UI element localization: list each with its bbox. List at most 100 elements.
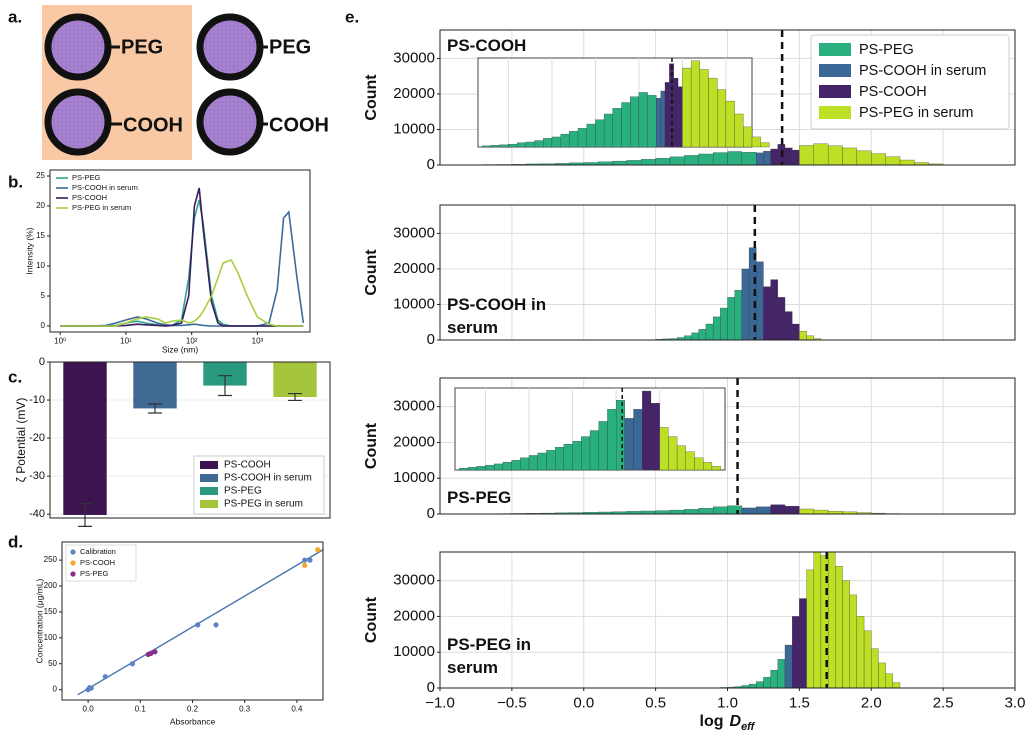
- x-axis-label: log Deff: [700, 713, 756, 733]
- plot-frame: [49, 361, 331, 519]
- point: [302, 562, 308, 568]
- error-bar: [78, 502, 92, 527]
- legend-label: PS-PEG in serum: [224, 499, 303, 510]
- histogram-bar: [741, 507, 757, 514]
- histogram-bar: [656, 98, 661, 148]
- x-axis-label-subscript: eff: [741, 721, 756, 733]
- histogram-bar: [827, 145, 843, 165]
- legend-label: Calibration: [80, 547, 116, 556]
- point: [213, 622, 219, 628]
- y-tick-label: 10000: [393, 469, 435, 486]
- histogram-bar: [669, 156, 685, 165]
- histogram-bar: [763, 677, 771, 688]
- histogram-bar: [770, 669, 778, 688]
- histogram-bar: [892, 682, 901, 688]
- histogram-bar: [813, 552, 822, 688]
- legend-label: PS-COOH in serum: [224, 473, 312, 484]
- histogram-bar: [621, 102, 631, 148]
- y-tick-label: 30000: [393, 572, 435, 589]
- y-tick-label: 0: [427, 331, 435, 348]
- histogram-bar: [494, 463, 504, 471]
- histogram-bar: [633, 409, 643, 471]
- panel-label: e.: [345, 7, 359, 26]
- histogram-bar: [717, 89, 727, 148]
- histogram-bar: [806, 335, 814, 340]
- bar: [203, 362, 247, 386]
- legend-swatch: [70, 560, 76, 566]
- histogram-bar: [676, 445, 686, 471]
- histogram-bar: [684, 335, 692, 340]
- histogram-bar: [784, 644, 793, 688]
- histogram-bar: [577, 128, 587, 148]
- histogram-bar: [525, 141, 535, 148]
- legend-label: PS-PEG: [859, 42, 914, 58]
- legend-label: PS-PEG: [80, 569, 109, 578]
- error-bar: [218, 375, 232, 397]
- x-tick-label: 0.2: [187, 704, 199, 713]
- histogram-bar: [756, 681, 764, 688]
- histogram-bar: [712, 152, 728, 165]
- y-tick-label: 20000: [393, 433, 435, 450]
- error-bar: [148, 403, 162, 414]
- plot-frame: [61, 541, 324, 701]
- histogram-bar: [784, 147, 793, 165]
- histogram-bar: [720, 307, 728, 340]
- histogram-bar: [741, 268, 750, 340]
- histogram-bar: [685, 451, 695, 471]
- legend-swatch: [70, 571, 76, 577]
- x-axis-label-text: log: [700, 713, 724, 730]
- histogram-bar: [598, 421, 608, 471]
- histogram-bar: [743, 126, 753, 148]
- plot-frame: [439, 551, 1016, 689]
- subplot-title: PS-PEG: [447, 488, 512, 507]
- y-tick-label: 10000: [393, 120, 435, 137]
- histogram-bar: [581, 436, 591, 471]
- histogram-bar: [734, 113, 744, 148]
- histogram-bar: [699, 69, 709, 148]
- histogram-bar: [641, 159, 656, 165]
- y-tick-label: 0: [427, 156, 435, 173]
- histogram-bar: [763, 150, 771, 165]
- legend-label: PS-PEG in serum: [859, 105, 973, 121]
- y-tick-label: 10: [36, 261, 45, 270]
- bar: [133, 362, 177, 409]
- histogram-bar: [813, 338, 822, 340]
- x-tick-label: 2.0: [861, 694, 882, 711]
- y-tick-label: 20000: [393, 85, 435, 102]
- x-tick-label: 1.0: [717, 694, 738, 711]
- histogram-bar: [863, 630, 872, 688]
- panel-label: b.: [8, 172, 23, 191]
- histogram-bar: [572, 440, 582, 471]
- histogram-bar: [534, 140, 544, 148]
- histogram-bar: [725, 100, 735, 148]
- histogram-bar: [813, 509, 829, 514]
- inset-bars: [459, 390, 721, 471]
- legend-label: PS-COOH: [224, 460, 271, 471]
- histogram-bar: [751, 136, 761, 148]
- legend-box: [65, 544, 137, 582]
- histogram-bar: [664, 82, 670, 148]
- panel-label: a.: [8, 7, 22, 26]
- histogram-bar: [669, 509, 685, 514]
- histogram-bar: [543, 138, 553, 148]
- histogram-bar: [467, 467, 477, 471]
- line-series: [60, 187, 304, 327]
- y-tick-label: 200: [44, 581, 58, 590]
- histogram-bar: [777, 297, 786, 340]
- point: [195, 622, 201, 628]
- histogram-bar: [698, 508, 714, 514]
- y-tick-label: 0: [39, 356, 45, 368]
- legend-label: PS-PEG in serum: [72, 203, 131, 212]
- histogram-bar: [871, 153, 886, 165]
- histogram-bar: [708, 77, 718, 148]
- histogram-bar: [624, 418, 634, 471]
- legend-swatch: [70, 549, 76, 555]
- histogram-bar: [684, 155, 699, 165]
- histogram-bar: [705, 323, 714, 340]
- bar: [273, 362, 317, 398]
- histogram-bar: [511, 460, 521, 471]
- histogram-bar: [770, 279, 778, 340]
- histogram-bar: [792, 616, 800, 688]
- x-tick-label: 0.3: [239, 704, 251, 713]
